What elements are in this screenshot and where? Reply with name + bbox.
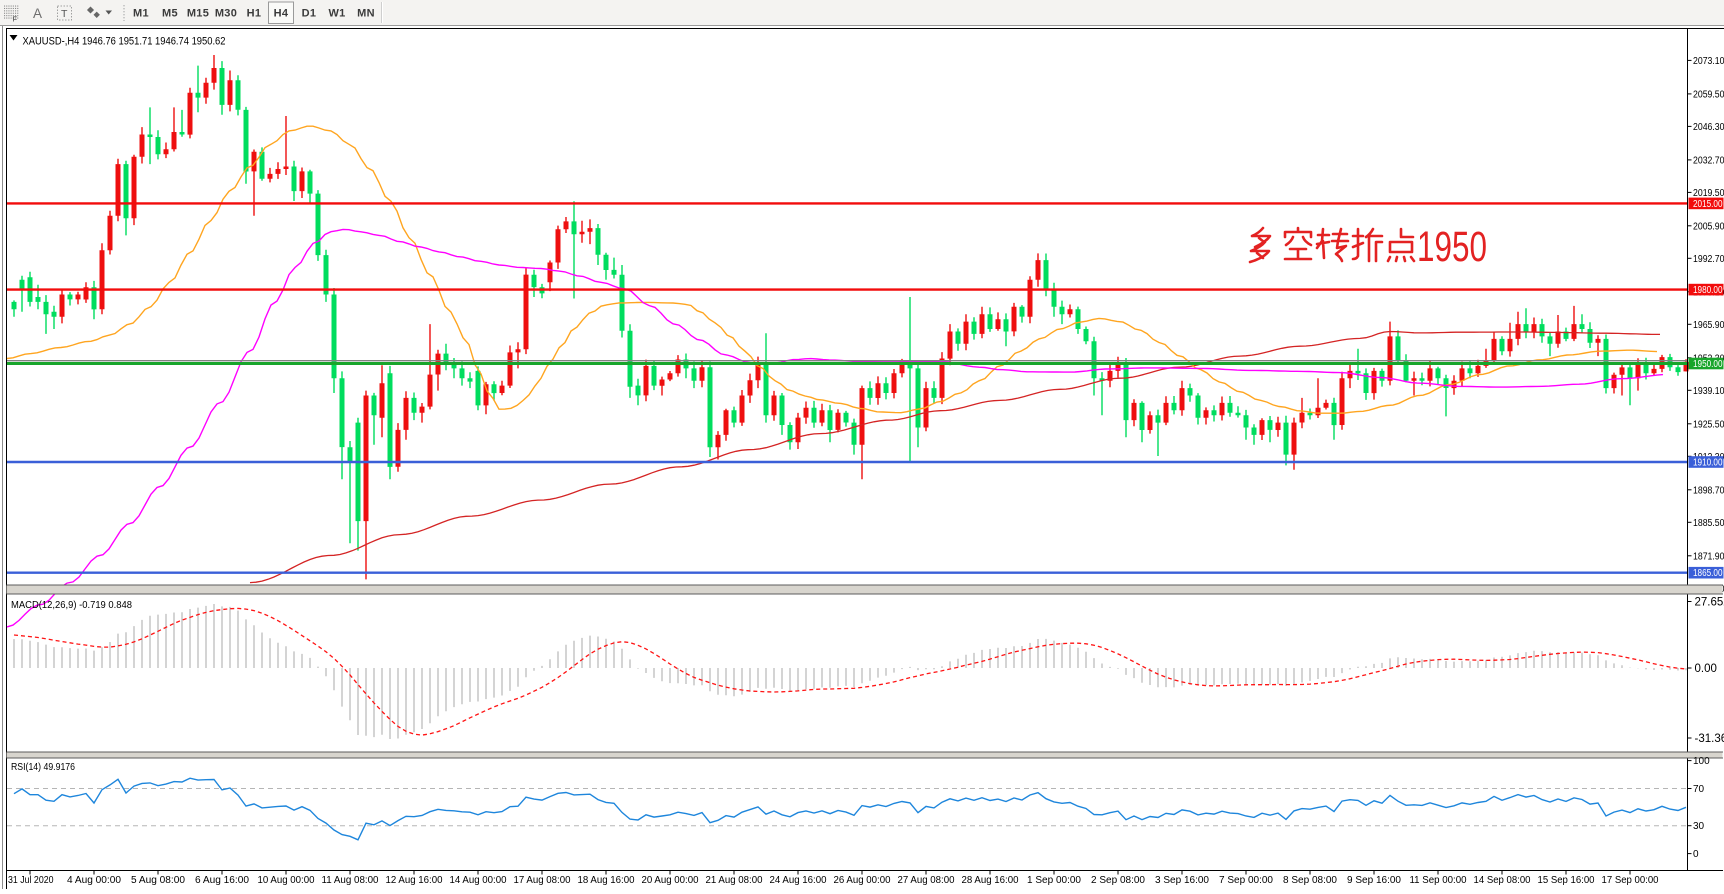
- svg-text:17 Aug 08:00: 17 Aug 08:00: [514, 875, 571, 886]
- svg-text:15 Sep 16:00: 15 Sep 16:00: [1538, 875, 1595, 886]
- svg-text:4 Aug 00:00: 4 Aug 00:00: [67, 875, 121, 886]
- svg-text:1898.70: 1898.70: [1693, 485, 1724, 496]
- svg-text:26 Aug 00:00: 26 Aug 00:00: [834, 875, 891, 886]
- svg-text:11 Aug 08:00: 11 Aug 08:00: [322, 875, 379, 886]
- svg-text:21 Aug 08:00: 21 Aug 08:00: [706, 875, 763, 886]
- svg-text:30: 30: [1693, 821, 1705, 832]
- svg-text:1980.00: 1980.00: [1693, 285, 1723, 296]
- svg-text:27.652: 27.652: [1695, 597, 1724, 609]
- svg-text:2073.10: 2073.10: [1693, 56, 1724, 67]
- svg-text:D1: D1: [302, 8, 317, 20]
- svg-text:M1: M1: [133, 8, 149, 20]
- svg-text:1871.90: 1871.90: [1693, 551, 1724, 562]
- svg-text:-31.361: -31.361: [1695, 733, 1724, 745]
- svg-text:31 Jul 2020: 31 Jul 2020: [8, 875, 54, 886]
- svg-text:0.00: 0.00: [1695, 663, 1717, 675]
- svg-text:0: 0: [1693, 849, 1699, 860]
- svg-text:1910.00: 1910.00: [1693, 458, 1723, 469]
- svg-text:2005.90: 2005.90: [1693, 221, 1724, 232]
- svg-text:14 Aug 00:00: 14 Aug 00:00: [450, 875, 507, 886]
- svg-text:1965.90: 1965.90: [1693, 320, 1724, 331]
- svg-text:10 Aug 00:00: 10 Aug 00:00: [258, 875, 315, 886]
- svg-text:M30: M30: [215, 8, 237, 20]
- svg-text:2015.00: 2015.00: [1693, 199, 1723, 210]
- svg-text:18 Aug 16:00: 18 Aug 16:00: [578, 875, 635, 886]
- svg-text:27 Aug 08:00: 27 Aug 08:00: [898, 875, 955, 886]
- svg-text:28 Aug 16:00: 28 Aug 16:00: [962, 875, 1019, 886]
- svg-text:20 Aug 00:00: 20 Aug 00:00: [642, 875, 699, 886]
- svg-text:2019.50: 2019.50: [1693, 188, 1724, 199]
- svg-text:F: F: [13, 15, 18, 24]
- svg-text:2032.70: 2032.70: [1693, 155, 1724, 166]
- svg-text:RSI(14) 49.9176: RSI(14) 49.9176: [11, 762, 75, 773]
- svg-text:70: 70: [1693, 784, 1705, 795]
- svg-text:M15: M15: [187, 8, 209, 20]
- svg-text:H4: H4: [274, 8, 289, 20]
- svg-text:M5: M5: [162, 8, 178, 20]
- svg-text:1925.50: 1925.50: [1693, 419, 1724, 430]
- svg-text:T: T: [61, 8, 68, 20]
- svg-text:1865.00: 1865.00: [1693, 568, 1723, 579]
- svg-text:7 Sep 00:00: 7 Sep 00:00: [1219, 875, 1273, 886]
- svg-text:A: A: [33, 6, 42, 21]
- svg-text:1950.00: 1950.00: [1693, 359, 1723, 370]
- svg-text:9 Sep 16:00: 9 Sep 16:00: [1347, 875, 1401, 886]
- svg-text:1950: 1950: [1417, 223, 1487, 271]
- svg-text:2059.50: 2059.50: [1693, 89, 1724, 100]
- svg-text:8 Sep 08:00: 8 Sep 08:00: [1283, 875, 1337, 886]
- svg-text:1939.10: 1939.10: [1693, 386, 1724, 397]
- svg-text:1992.70: 1992.70: [1693, 254, 1724, 265]
- svg-text:2 Sep 08:00: 2 Sep 08:00: [1091, 875, 1145, 886]
- svg-text:17 Sep 00:00: 17 Sep 00:00: [1602, 875, 1659, 886]
- svg-text:6 Aug 16:00: 6 Aug 16:00: [195, 875, 249, 886]
- svg-text:XAUUSD-,H4 1946.76 1951.71 19: XAUUSD-,H4 1946.76 1951.71 1946.74 1950.…: [23, 36, 226, 48]
- svg-text:2046.30: 2046.30: [1693, 122, 1724, 133]
- svg-text:5 Aug 08:00: 5 Aug 08:00: [131, 875, 185, 886]
- svg-text:1885.50: 1885.50: [1693, 518, 1724, 529]
- svg-text:24 Aug 16:00: 24 Aug 16:00: [770, 875, 827, 886]
- svg-text:100: 100: [1693, 756, 1710, 767]
- svg-text:W1: W1: [328, 8, 345, 20]
- svg-text:MACD(12,26,9) -0.719 0.848: MACD(12,26,9) -0.719 0.848: [11, 600, 132, 611]
- svg-text:14 Sep 08:00: 14 Sep 08:00: [1474, 875, 1531, 886]
- svg-text:11 Sep 00:00: 11 Sep 00:00: [1410, 875, 1467, 886]
- svg-text:12 Aug 16:00: 12 Aug 16:00: [386, 875, 443, 886]
- svg-text:1 Sep 00:00: 1 Sep 00:00: [1027, 875, 1081, 886]
- svg-text:H1: H1: [247, 8, 262, 20]
- svg-text:MN: MN: [357, 8, 375, 20]
- svg-text:3 Sep 16:00: 3 Sep 16:00: [1155, 875, 1209, 886]
